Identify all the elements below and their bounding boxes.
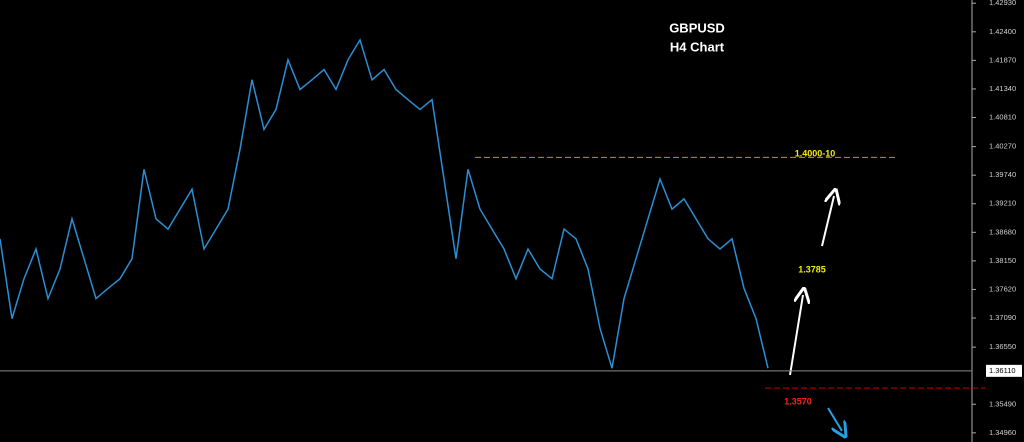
y-tick-label: 1.36550	[989, 342, 1016, 351]
y-tick-label: 1.42400	[989, 27, 1016, 36]
current-price-label: 1.36110	[989, 366, 1016, 375]
y-tick-label: 1.42930	[989, 0, 1016, 7]
y-tick-label: 1.41870	[989, 55, 1016, 64]
price-line	[0, 38, 769, 369]
y-tick-label: 1.37090	[989, 313, 1016, 322]
y-tick-label: 1.40810	[989, 112, 1016, 121]
annotation: 1.3785	[798, 264, 826, 274]
y-tick-label: 1.38150	[989, 256, 1016, 265]
y-tick-label: 1.34960	[989, 428, 1016, 437]
arrow	[827, 407, 842, 431]
annotation: 1.4000-10	[795, 148, 836, 158]
y-tick-label: 1.39740	[989, 170, 1016, 179]
y-tick-label: 1.41340	[989, 84, 1016, 93]
arrow	[821, 196, 834, 247]
annotation: 1.3570	[784, 396, 812, 406]
arrow	[789, 295, 803, 376]
chart-title: GBPUSD	[669, 20, 725, 35]
y-tick-label: 1.35490	[989, 399, 1016, 408]
current-price-box	[986, 364, 1022, 377]
y-tick-label: 1.37620	[989, 284, 1016, 293]
y-tick-label: 1.40270	[989, 142, 1016, 151]
y-tick-label: 1.39210	[989, 199, 1016, 208]
y-tick-label: 1.38680	[989, 227, 1016, 236]
chart-subtitle: H4 Chart	[670, 39, 725, 54]
